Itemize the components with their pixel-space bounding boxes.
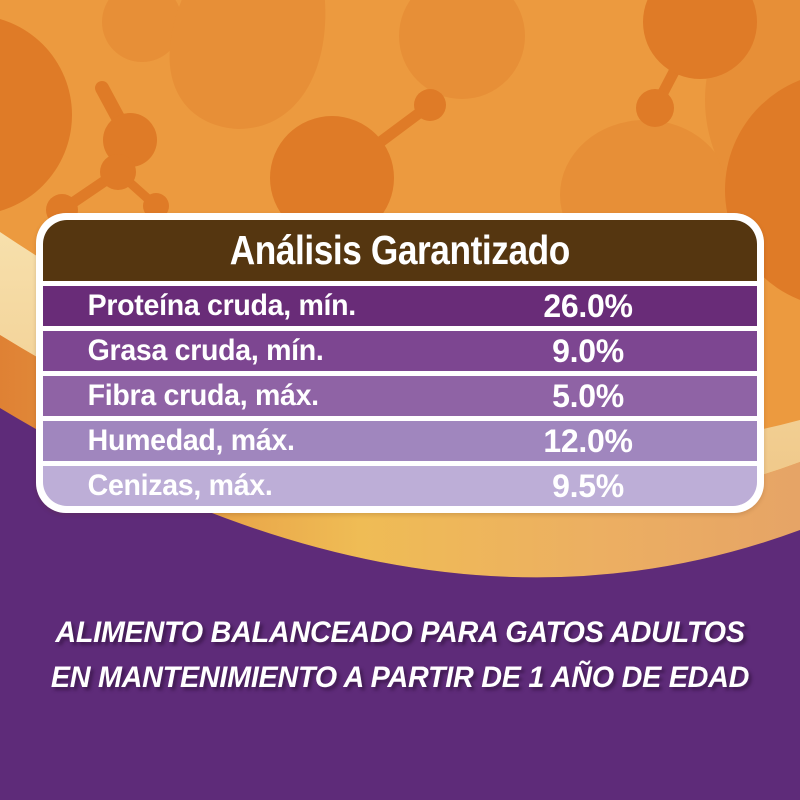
row-label: Grasa cruda, mín. (87, 334, 324, 367)
table-row-protein: Proteína cruda, mín. 26.0% (43, 286, 757, 326)
panel-title: Análisis Garantizado (229, 227, 571, 273)
purple-footer-background (0, 408, 800, 800)
guaranteed-analysis-table: Análisis Garantizado Proteína cruda, mín… (43, 220, 757, 506)
row-value: 9.0% (552, 332, 624, 369)
product-claim: ALIMENTO BALANCEADO PARA GATOS ADULTOS E… (0, 610, 800, 700)
row-label: Cenizas, máx. (87, 469, 273, 502)
product-claim-line-1: ALIMENTO BALANCEADO PARA GATOS ADULTOS (55, 616, 745, 649)
gold-swoosh (0, 335, 800, 578)
table-row-moisture: Humedad, máx. 12.0% (43, 421, 757, 461)
row-value: 12.0% (543, 422, 633, 459)
row-label: Fibra cruda, máx. (87, 379, 319, 412)
table-row-fiber: Fibra cruda, máx. 5.0% (43, 376, 757, 416)
row-label: Proteína cruda, mín. (87, 289, 357, 322)
row-value: 9.5% (552, 467, 624, 504)
product-claim-line-2: EN MANTENIMIENTO A PARTIR DE 1 AÑO DE ED… (50, 661, 750, 694)
table-row-fat: Grasa cruda, mín. 9.0% (43, 331, 757, 371)
row-label: Humedad, máx. (87, 424, 295, 457)
row-value: 26.0% (543, 287, 633, 324)
row-value: 5.0% (552, 377, 624, 414)
guaranteed-analysis-panel: Análisis Garantizado Proteína cruda, mín… (36, 213, 764, 513)
panel-header: Análisis Garantizado (43, 220, 757, 281)
table-row-ash: Cenizas, máx. 9.5% (43, 466, 757, 506)
